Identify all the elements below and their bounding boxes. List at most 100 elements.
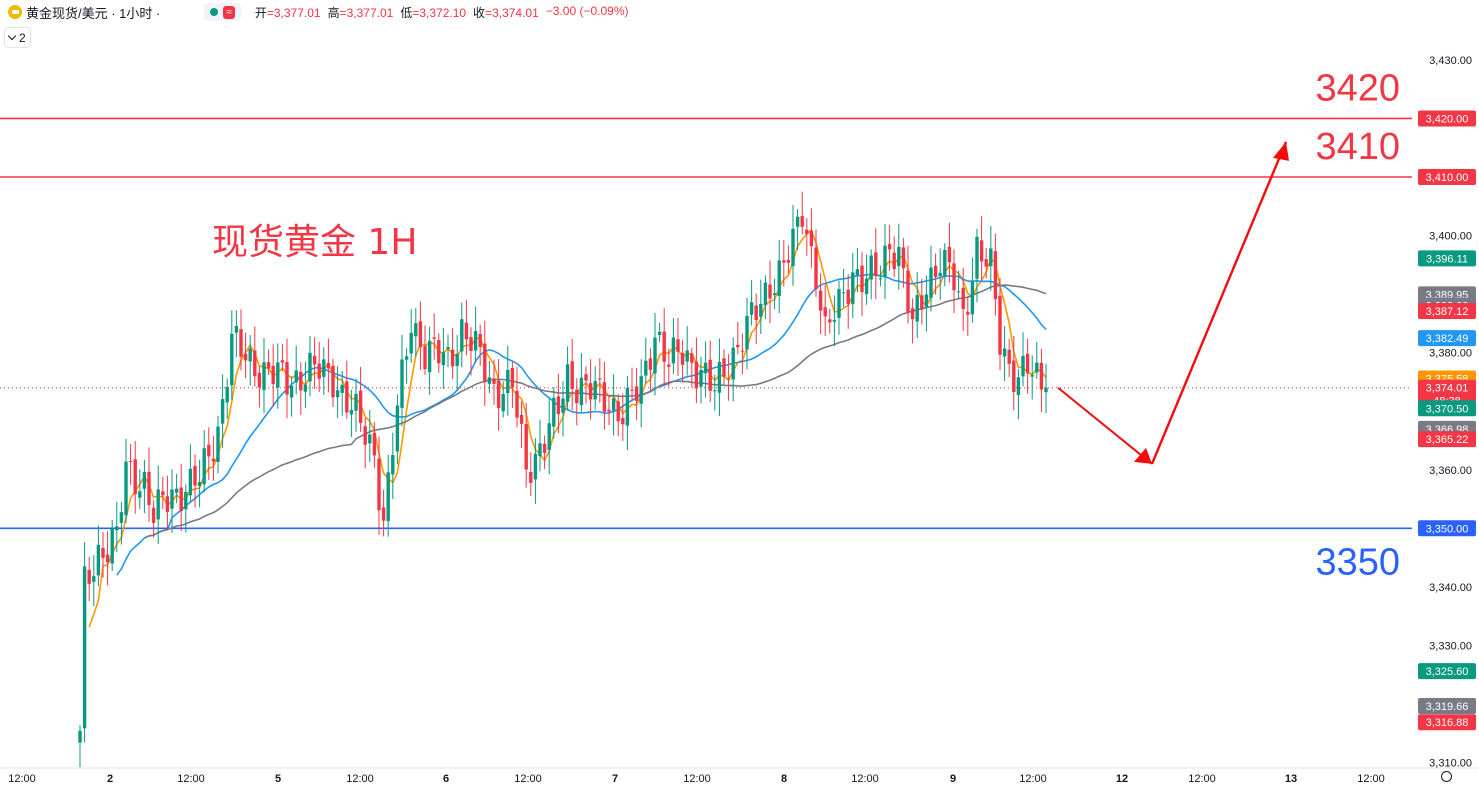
candle-body xyxy=(547,423,551,450)
candle-body xyxy=(455,353,459,366)
candle xyxy=(395,394,400,465)
candle-body xyxy=(680,352,685,365)
candle xyxy=(565,346,570,411)
candle xyxy=(115,501,119,553)
candle xyxy=(800,191,804,235)
candle xyxy=(648,348,653,392)
candle xyxy=(119,501,124,545)
candle xyxy=(299,362,303,415)
market-status[interactable]: ≈ xyxy=(204,3,241,21)
settings-gear-icon[interactable] xyxy=(1441,771,1452,782)
candle-body xyxy=(156,489,160,520)
symbol-title[interactable]: 黄金现货/美元 · 1小时 · xyxy=(26,5,161,21)
candle xyxy=(170,469,174,533)
candle xyxy=(552,387,556,439)
candle xyxy=(956,270,961,299)
candle-body xyxy=(542,443,547,453)
candle xyxy=(234,310,239,358)
candle-body xyxy=(165,496,170,512)
candle xyxy=(634,367,639,421)
x-tick-label: 12:00 xyxy=(8,773,36,785)
candle xyxy=(878,265,883,287)
ohlc-open: 开=3,377.01 xyxy=(254,5,321,20)
candle xyxy=(598,358,602,403)
candle xyxy=(694,337,699,404)
candle-body xyxy=(271,365,275,385)
candles xyxy=(78,191,1048,768)
candle xyxy=(78,725,82,768)
candle-body xyxy=(230,333,234,386)
candle-body xyxy=(202,448,206,485)
candle xyxy=(943,243,947,287)
candle-body xyxy=(938,272,942,276)
candle-body xyxy=(1021,355,1025,377)
candle xyxy=(427,326,432,395)
candle xyxy=(1044,363,1048,414)
candle-body xyxy=(138,491,142,498)
candle xyxy=(1012,336,1016,411)
candle xyxy=(759,279,763,335)
candle-body xyxy=(1002,348,1007,357)
candle xyxy=(703,341,708,398)
candle-body xyxy=(841,292,846,294)
candle xyxy=(368,409,372,463)
candle xyxy=(924,275,929,332)
candle-body xyxy=(414,323,418,337)
candle xyxy=(96,525,101,587)
level-price-tag xyxy=(1418,520,1476,537)
ohlc-low: 低=3,372.10 xyxy=(400,5,467,20)
candle xyxy=(699,356,703,404)
candle xyxy=(690,347,694,388)
candle-body xyxy=(910,308,915,320)
candle-body xyxy=(837,289,841,318)
candle xyxy=(602,361,607,430)
candle xyxy=(736,321,740,355)
candle-body xyxy=(248,348,252,362)
candle xyxy=(653,312,657,396)
candle-body xyxy=(759,304,763,317)
candle xyxy=(142,460,147,514)
candle-body xyxy=(625,388,630,426)
candle-body xyxy=(423,346,427,370)
candle-body xyxy=(110,528,114,564)
candle xyxy=(450,328,455,380)
price-tag-text: 3,316.88 xyxy=(1426,717,1469,729)
candle xyxy=(184,484,188,533)
candle-body xyxy=(1025,353,1030,374)
candle xyxy=(524,403,528,488)
candle xyxy=(662,308,666,385)
x-tick-label: 12 xyxy=(1116,773,1128,785)
candle xyxy=(276,343,280,409)
candle xyxy=(105,531,110,586)
candle-body xyxy=(993,251,998,300)
candle xyxy=(473,306,478,363)
candle xyxy=(326,338,331,393)
candle-body xyxy=(510,368,515,388)
candle xyxy=(82,542,87,743)
candle xyxy=(897,223,901,290)
candle-body xyxy=(473,331,478,351)
indicator-toggle[interactable]: 2 xyxy=(4,27,31,48)
candle xyxy=(841,268,846,308)
candle xyxy=(464,299,469,356)
candle-body xyxy=(285,361,289,395)
candle-body xyxy=(280,360,285,363)
x-tick-label: 5 xyxy=(275,773,281,785)
candle-body xyxy=(128,461,133,463)
candle-body xyxy=(133,459,137,495)
candle-body xyxy=(694,361,699,389)
candle xyxy=(883,224,887,300)
candle xyxy=(225,378,229,420)
candle-body xyxy=(501,394,505,412)
candle-body xyxy=(331,365,335,398)
candle xyxy=(846,274,850,329)
candle xyxy=(478,324,482,366)
candle-body xyxy=(621,417,625,425)
candle-body xyxy=(708,359,712,391)
candle-body xyxy=(289,385,294,398)
candle-body xyxy=(377,458,381,511)
candle xyxy=(570,339,574,411)
candle-body xyxy=(575,389,579,404)
candle-body xyxy=(657,331,662,336)
